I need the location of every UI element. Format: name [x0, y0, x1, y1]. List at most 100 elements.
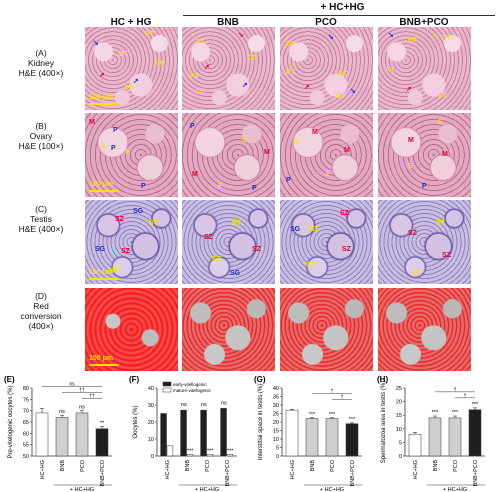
arrow-blue-icon: ➘ — [350, 88, 356, 95]
marker-e: E — [218, 183, 223, 190]
marker-st: ST — [212, 256, 221, 263]
marker-dt: DT — [338, 71, 348, 78]
chart-ylabel: Oocytes (%) — [133, 405, 139, 438]
testis-image-bnb-pco: ST SZ SZ ST — [378, 200, 471, 284]
marker-pt: PT — [386, 67, 395, 74]
row-d-magnification: (400×) — [28, 321, 54, 331]
chart-y-tick-label: 30 — [273, 403, 279, 409]
scale-bar-b — [89, 190, 119, 192]
ovary-image-pco: M S M E P — [280, 113, 373, 197]
kidney-image-pco: DT PT DT DT ➘ ➚ ➘ — [280, 27, 373, 110]
testis-image-bnb: ST SZ SZ ST SG — [182, 200, 275, 284]
marker-pt: PT — [190, 73, 199, 80]
marker-st: ST — [149, 220, 158, 227]
arrow-blue-icon: ➚ — [242, 82, 248, 89]
chart-y-tick-label: 50 — [23, 454, 29, 460]
chart-category-label: BNB — [310, 460, 316, 472]
testis-image-hc-hg: SG SZ ST SG SZ ST 100 μm — [85, 200, 178, 284]
arrow-red-icon: ➚ — [204, 64, 210, 71]
chart-sig-label: † — [464, 393, 467, 399]
marker-m: M — [442, 151, 448, 158]
chart-category-label: BNB — [433, 460, 439, 472]
chart-bar-label: *** — [227, 448, 234, 454]
scale-bar-c — [89, 278, 119, 280]
chart-y-tick-label: 15 — [396, 413, 402, 419]
marker-st: ST — [436, 220, 445, 227]
chart-panel-letter: (H) — [377, 375, 388, 384]
chart-category-label: HC+HG — [413, 460, 419, 479]
chart-y-tick-label: 20 — [148, 420, 154, 426]
marker-m: M — [408, 137, 414, 144]
chart-bar-label: ns — [201, 402, 207, 408]
marker-pt: PT — [196, 39, 205, 46]
marker-sz: SZ — [408, 230, 417, 237]
chart-y-tick-label: 20 — [273, 420, 279, 426]
chart-legend-label: mature-vitellogenic — [173, 388, 212, 393]
group-header: + HC+HG — [320, 2, 365, 13]
marker-dt: DT — [408, 37, 418, 44]
chart-bar — [325, 418, 339, 457]
arrow-red-icon: ➚ — [304, 84, 310, 91]
red-conversion-image-pco — [280, 288, 373, 371]
chart-bar — [166, 445, 174, 457]
chart-bar-label: *** — [309, 412, 316, 418]
marker-sz: SZ — [115, 216, 124, 223]
marker-m: M — [264, 149, 270, 156]
marker-dt: DT — [248, 55, 258, 62]
marker-sz: SZ — [342, 246, 351, 253]
chart-sig-label: † — [331, 388, 334, 394]
arrow-red-icon: ➚ — [99, 72, 105, 79]
marker-p: P — [286, 177, 291, 184]
chart-legend-label: early-vitellogenic — [173, 382, 207, 387]
chart-bar-label: *** — [432, 410, 439, 416]
chart-y-tick-label: 40 — [273, 386, 279, 392]
chart-bar — [180, 409, 187, 457]
chart-y-tick-label: 5 — [399, 440, 402, 446]
chart-category-label: HC+HG — [40, 460, 46, 479]
chart-panel-letter: (E) — [4, 375, 15, 384]
marker-sg: SG — [133, 208, 144, 215]
chart-group-label: + HC+HG — [443, 487, 467, 492]
arrow-blue-icon: ➘ — [388, 32, 394, 39]
chart-y-tick-label: 15 — [273, 429, 279, 435]
chart-sig-label: †† — [89, 393, 95, 399]
chart-legend-swatch — [162, 381, 172, 387]
arrow-blue-icon: ➘ — [93, 40, 99, 47]
marker-p: P — [141, 183, 146, 190]
chart-y-tick-label: 60 — [23, 431, 29, 437]
marker-dt: DT — [196, 89, 206, 96]
chart-bar — [220, 408, 227, 457]
chart-bar — [285, 409, 299, 457]
group-header-line — [183, 15, 495, 16]
chart-panel-letter: (F) — [129, 375, 140, 384]
row-label-kidney: (A) Kidney H&E (400×) — [2, 48, 80, 78]
marker-st: ST — [306, 262, 315, 269]
marker-pt: PT — [125, 85, 134, 92]
marker-m: M — [312, 129, 318, 136]
chart-bar — [448, 417, 462, 457]
marker-s: S — [438, 119, 443, 126]
chart-bar — [35, 412, 49, 457]
chart-bar — [206, 454, 214, 457]
marker-e: E — [326, 171, 331, 178]
marker-dt: DT — [336, 93, 346, 100]
row-b-letter: (B) — [35, 121, 47, 131]
chart-y-tick-label: 55 — [23, 443, 29, 449]
chart-category-label: BNB+PCO — [473, 459, 479, 486]
marker-p: P — [422, 183, 427, 190]
kidney-image-hc-hg: PT DT PT PT ➘ ➚ ➚ 100 μm — [85, 27, 178, 110]
chart-category-label: BNB+PCO — [100, 459, 106, 486]
chart-y-tick-label: 10 — [396, 427, 402, 433]
chart-category-label: HC+HG — [165, 460, 171, 479]
kidney-image-bnb-pco: DT PT PT PT ➘ ➚ — [378, 27, 471, 110]
chart-y-tick-label: 35 — [273, 395, 279, 401]
marker-st: ST — [232, 220, 241, 227]
column-header-bnb-pco: BNB+PCO — [399, 17, 449, 28]
chart-y-tick-label: 20 — [396, 400, 402, 406]
chart-category-label: BNB — [60, 460, 66, 472]
chart-y-tick-label: 30 — [148, 403, 154, 409]
scale-bar-label-b: 100 μm — [89, 181, 114, 188]
row-a-title: Kidney — [28, 58, 54, 68]
chart-ylabel: Spermatozoa area in testis (%) — [381, 381, 387, 463]
marker-s: S — [294, 139, 299, 146]
